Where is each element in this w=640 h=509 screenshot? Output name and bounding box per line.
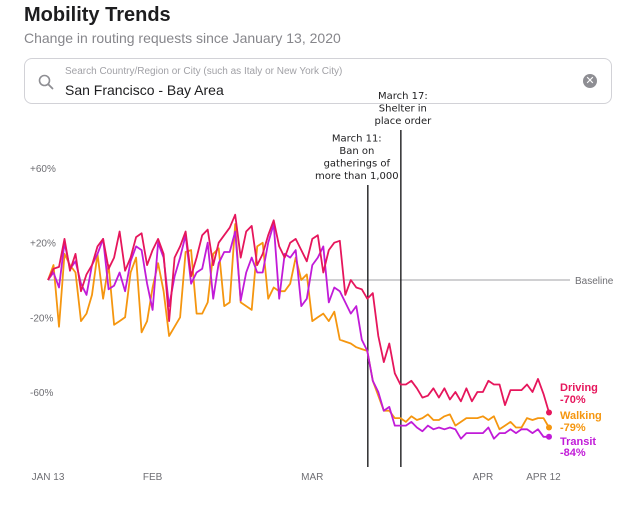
legend-change-transit: -84% — [560, 447, 586, 459]
legend-name-driving: Driving — [560, 382, 598, 394]
x-tick-label: APR 12 — [526, 472, 561, 483]
event-annotation-text: more than 1,000 — [315, 171, 399, 182]
y-tick-label: -20% — [30, 313, 53, 324]
event-annotation-text: March 17: — [378, 91, 428, 102]
legend-change-walking: -79% — [560, 422, 586, 434]
event-annotation-text: gatherings of — [324, 159, 391, 170]
series-end-point-driving — [546, 409, 552, 416]
page-subtitle: Change in routing requests since January… — [24, 30, 341, 46]
search-icon — [38, 74, 54, 90]
series-line-driving — [47, 213, 550, 413]
series-line-walking — [47, 223, 550, 431]
legend-name-walking: Walking — [560, 410, 602, 422]
legend-change-driving: -70% — [560, 394, 586, 406]
series-line-transit — [47, 223, 549, 440]
event-annotation-text: March 11: — [332, 134, 382, 145]
event-annotation-text: Shelter in — [379, 104, 427, 115]
event-annotation-text: place order — [374, 116, 432, 127]
y-tick-label: +60% — [30, 164, 56, 175]
clear-icon[interactable]: ✕ — [583, 74, 597, 88]
x-tick-label: FEB — [143, 472, 163, 483]
x-tick-label: MAR — [301, 472, 323, 483]
search-field[interactable]: Search Country/Region or City (such as I… — [24, 58, 612, 104]
y-tick-label: +20% — [30, 239, 56, 250]
x-tick-label: APR — [473, 472, 494, 483]
series-end-point-transit — [546, 433, 552, 440]
baseline-label: Baseline — [575, 276, 614, 287]
event-annotation-text: Ban on — [339, 146, 374, 157]
legend-name-transit: Transit — [560, 436, 596, 448]
search-input[interactable]: San Francisco - Bay Area — [65, 82, 224, 98]
x-tick-label: JAN 13 — [32, 472, 65, 483]
search-placeholder: Search Country/Region or City (such as I… — [65, 66, 343, 77]
y-tick-label: -60% — [30, 388, 53, 399]
page-title: Mobility Trends — [24, 4, 171, 26]
series-end-point-walking — [546, 424, 552, 431]
